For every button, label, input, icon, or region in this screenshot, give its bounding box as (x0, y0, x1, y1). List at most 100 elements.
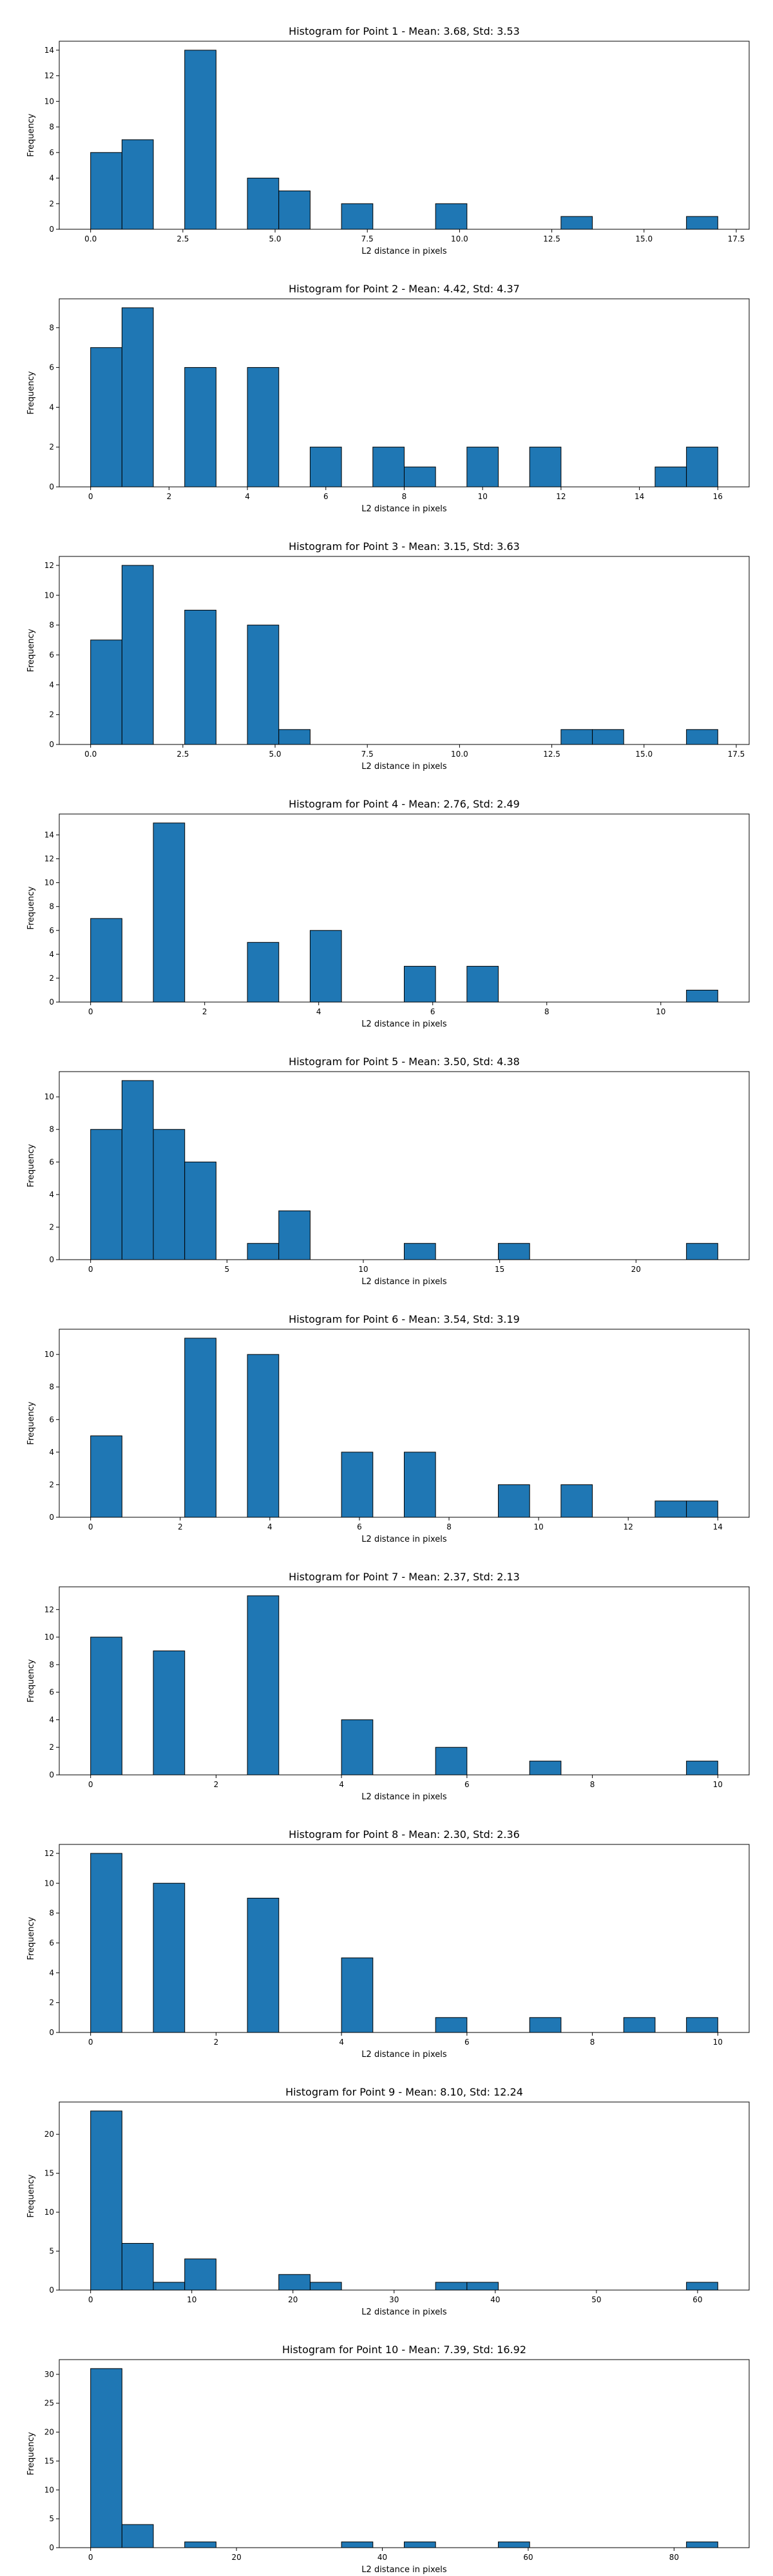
x-tick-label: 60 (523, 2553, 533, 2562)
histogram-bar (184, 2259, 216, 2291)
histogram-bar (184, 1161, 216, 1260)
histogram-bar (560, 729, 593, 745)
plot-frame (59, 2359, 750, 2548)
histogram-bar (686, 1501, 718, 1518)
x-tick-label: 20 (288, 2295, 298, 2304)
histogram-bar (90, 2368, 122, 2548)
histogram-bar (184, 1338, 216, 1518)
x-tick-label: 0 (88, 1007, 93, 1016)
y-tick-label: 10 (44, 591, 54, 600)
y-tick-label: 10 (44, 2485, 54, 2494)
y-tick-label: 4 (49, 950, 54, 959)
histogram-bar (247, 942, 280, 1003)
x-tick-label: 0.0 (84, 234, 97, 243)
histogram-bar (560, 1484, 593, 1518)
histogram-bar (121, 1080, 154, 1260)
histogram-bar (686, 1761, 718, 1776)
histogram-panel: Histogram for Point 3 - Mean: 3.15, Std:… (0, 515, 773, 773)
chart-title: Histogram for Point 10 - Mean: 7.39, Std… (282, 2344, 526, 2356)
plot-frame (59, 813, 750, 1003)
y-tick-label: 4 (49, 174, 54, 183)
histogram-bar (404, 1452, 436, 1518)
y-tick-label: 2 (49, 442, 54, 451)
histogram-bar (466, 965, 499, 1003)
histogram-chart: Histogram for Point 3 - Mean: 3.15, Std:… (26, 540, 750, 772)
histogram-bar (372, 446, 405, 488)
y-axis-label: Frequency (26, 629, 36, 672)
y-tick-label: 0 (49, 740, 54, 749)
x-tick-label: 0 (88, 1265, 93, 1274)
x-tick-label: 6 (357, 1522, 362, 1531)
chart-title: Histogram for Point 6 - Mean: 3.54, Std:… (289, 1313, 520, 1325)
y-tick-label: 10 (44, 1092, 54, 1101)
x-tick-label: 14 (635, 492, 644, 501)
histogram-chart: Histogram for Point 8 - Mean: 2.30, Std:… (26, 1828, 750, 2060)
histogram-bar (686, 1243, 718, 1260)
x-tick-label: 60 (692, 2295, 702, 2304)
y-tick-label: 12 (44, 855, 54, 864)
histogram-bar (90, 1435, 122, 1518)
x-tick-label: 2 (167, 492, 172, 501)
x-tick-label: 8 (590, 1780, 595, 1789)
y-tick-label: 12 (44, 561, 54, 570)
histogram-bar (404, 965, 436, 1003)
chart-title: Histogram for Point 9 - Mean: 8.10, Std:… (285, 2086, 523, 2098)
y-tick-label: 2 (49, 974, 54, 983)
y-tick-label: 4 (49, 1448, 54, 1457)
x-tick-label: 40 (490, 2295, 500, 2304)
histogram-bar (529, 2017, 562, 2033)
plot-frame (59, 1329, 750, 1518)
x-tick-label: 6 (323, 492, 329, 501)
y-tick-label: 10 (44, 1879, 54, 1888)
x-tick-label: 12.5 (543, 750, 560, 759)
histogram-panel: Histogram for Point 4 - Mean: 2.76, Std:… (0, 773, 773, 1030)
y-tick-label: 6 (49, 1938, 54, 1947)
histogram-bar (278, 190, 310, 230)
x-tick-label: 12 (556, 492, 566, 501)
histogram-bar (498, 1243, 530, 1260)
histogram-bar (341, 1957, 374, 2033)
histogram-bar (90, 918, 122, 1003)
x-axis-label: L2 distance in pixels (361, 1277, 447, 1287)
y-axis-label: Frequency (26, 1144, 36, 1187)
histogram-bar (153, 1129, 186, 1260)
y-tick-label: 2 (49, 710, 54, 719)
x-tick-label: 14 (713, 1522, 723, 1531)
histogram-panel: Histogram for Point 9 - Mean: 8.10, Std:… (0, 2061, 773, 2318)
x-tick-label: 8 (544, 1007, 549, 1016)
chart-title: Histogram for Point 2 - Mean: 4.42, Std:… (289, 283, 520, 295)
plot-frame (59, 556, 750, 745)
histogram-bar (309, 2282, 342, 2291)
y-tick-label: 20 (44, 2130, 54, 2139)
y-tick-label: 2 (49, 1222, 54, 1231)
x-tick-label: 10 (713, 1780, 723, 1789)
x-tick-label: 10 (187, 2295, 196, 2304)
histogram-bar (90, 1853, 122, 2033)
histogram-bar (654, 1501, 687, 1518)
histogram-bar (247, 625, 280, 745)
x-tick-label: 0 (88, 492, 93, 501)
x-axis-label: L2 distance in pixels (361, 2565, 447, 2575)
y-tick-label: 30 (44, 2370, 54, 2379)
histogram-bar (247, 1595, 280, 1776)
x-tick-label: 8 (446, 1522, 452, 1531)
y-tick-label: 10 (44, 97, 54, 106)
histogram-panel: Histogram for Point 8 - Mean: 2.30, Std:… (0, 1803, 773, 2061)
x-tick-label: 20 (231, 2553, 241, 2562)
chart-title: Histogram for Point 7 - Mean: 2.37, Std:… (289, 1571, 520, 1583)
x-tick-label: 10.0 (451, 234, 468, 243)
y-tick-label: 0 (49, 1513, 54, 1522)
histogram-bar (121, 139, 154, 230)
y-tick-label: 8 (49, 1909, 54, 1918)
x-tick-label: 4 (245, 492, 250, 501)
y-axis-label: Frequency (26, 113, 36, 156)
x-tick-label: 15.0 (635, 234, 653, 243)
y-tick-label: 4 (49, 680, 54, 689)
y-tick-label: 2 (49, 1743, 54, 1752)
histogram-bar (247, 367, 280, 488)
histogram-bar (90, 639, 122, 745)
y-tick-label: 4 (49, 1968, 54, 1977)
x-tick-label: 0 (88, 2038, 93, 2047)
histogram-panel: Histogram for Point 5 - Mean: 3.50, Std:… (0, 1030, 773, 1288)
y-tick-label: 12 (44, 1605, 54, 1614)
